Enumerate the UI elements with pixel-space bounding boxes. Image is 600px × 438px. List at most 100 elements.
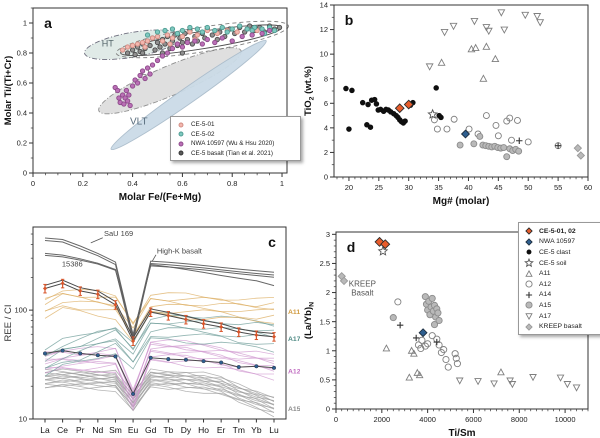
svg-text:a: a [44,15,52,31]
svg-text:Tm: Tm [233,425,245,435]
svg-text:A15: A15 [288,406,300,413]
svg-text:Pr: Pr [76,425,85,435]
svg-text:2: 2 [326,288,330,297]
svg-text:Er: Er [217,425,226,435]
plus-marker-icon [525,291,533,298]
svg-text:12: 12 [320,25,328,34]
svg-text:0: 0 [334,415,338,424]
svg-text:1.5: 1.5 [320,317,330,326]
svg-text:0.2: 0.2 [17,139,27,148]
panel-c-ree-spider: 10 100 La Ce Pr Nd Sm Eu Gd Tb Dy Ho Er Tm Yb Lu REE / C… [0,219,300,438]
panel-a-ti-cr-vs-fe-mg: HT LT VLT 0 0.2 0.4 0.6 0.8 1 0 0.2 0.4 0.6 0.8 1 Molar… [0,0,301,219]
svg-text:2000: 2000 [373,415,390,424]
svg-text:Ho: Ho [198,425,209,435]
legend-entry: CE-5-02 [175,130,296,140]
svg-text:Eu: Eu [128,425,139,435]
circle-fill-marker-icon [525,301,533,310]
legend-label: CE-5 basalt (Tian et al. 2021) [191,149,274,157]
series-ce-5-01-02 [394,99,414,114]
svg-text:3: 3 [326,230,330,239]
svg-text:Mg# (molar): Mg# (molar) [433,196,490,207]
legend-label: A14 [539,291,552,299]
legend-entry: CE-5 basalt (Tian et al. 2021) [175,149,296,159]
series-kreep-basalt [337,272,349,286]
svg-text:Molar Ti/(Ti+Cr): Molar Ti/(Ti+Cr) [3,56,14,126]
svg-text:Nd: Nd [92,425,103,435]
legend-label: NWA 10597 [539,238,576,246]
series-ce-5-clast [343,85,444,132]
legend-label: A15 [539,301,552,309]
legend-label: KREEP basalt [539,323,582,331]
svg-text:50: 50 [524,183,532,192]
svg-text:0.6: 0.6 [177,179,187,188]
svg-text:REE / CI: REE / CI [3,305,14,342]
series-a11 [382,344,505,381]
series-a12 [394,298,461,371]
legend-entry: A14 [523,290,600,301]
series-ce-5-soil [427,108,439,119]
svg-text:Molar Fe/(Fe+Mg): Molar Fe/(Fe+Mg) [119,192,202,203]
svg-text:40: 40 [464,183,472,192]
svg-text:c: c [268,234,276,250]
svg-text:Gd: Gd [145,425,157,435]
svg-text:10: 10 [320,50,328,59]
panel-d-layb-vs-tism: 0 2000 4000 6000 8000 10000 0 0.5 1 1.5 2 2.5 3 Ti/Sm… [300,219,600,438]
chart-a-canvas: HT LT VLT 0 0.2 0.4 0.6 0.8 1 0 0.2 0.4 0.6 0.8 1 Molar… [3,7,289,203]
tri-down-marker-icon [525,313,533,321]
svg-text:10: 10 [19,415,27,424]
svg-text:55: 55 [554,183,562,192]
legend-entry: KREEP basalt [523,321,600,332]
diamond-marker-icon [525,227,533,236]
svg-text:8000: 8000 [511,415,528,424]
svg-text:0.5: 0.5 [320,375,330,384]
series-a14 [396,321,440,346]
svg-text:Lu: Lu [269,425,279,435]
series-a15 [389,293,443,329]
legend-label: CE-5 soil [539,259,567,267]
series-nwa-10597-wu-hsu-2020- [112,27,273,109]
legend-label: A12 [539,280,552,288]
svg-text:4000: 4000 [419,415,436,424]
svg-text:45: 45 [494,183,502,192]
svg-text:Tb: Tb [163,425,173,435]
svg-text:4: 4 [324,123,328,132]
circle-open-marker-icon [525,280,533,288]
svg-text:2.5: 2.5 [320,259,330,268]
svg-text:30: 30 [405,183,413,192]
legend-entry: CE-5-01, 02 [523,226,600,237]
series-a15 [456,133,523,161]
legend-entry: CE-5 soil [523,258,600,269]
legend-entry: A11 [523,268,600,279]
svg-text:0.4: 0.4 [17,109,27,118]
legend-entry: NWA 10597 (Wu & Hsu 2020) [175,139,296,149]
svg-text:Sm: Sm [109,425,122,435]
svg-text:10000: 10000 [555,415,576,424]
diamond-marker-icon [525,238,533,246]
svg-text:1: 1 [280,179,284,188]
legend-entry: A12 [523,279,600,290]
svg-text:0: 0 [23,169,27,178]
svg-text:6000: 6000 [465,415,482,424]
chart-c-canvas: 10 100 La Ce Pr Nd Sm Eu Gd Tb Dy Ho Er Tm Yb Lu REE / C… [3,226,300,435]
svg-text:100: 100 [14,306,27,315]
legend-label: CE-5 clast [539,248,571,256]
svg-text:Ce: Ce [57,425,68,435]
legend-label: CE-5-01 [191,121,215,129]
svg-text:0: 0 [324,173,328,182]
series-kreep-basalt [573,143,586,160]
svg-text:1: 1 [23,19,27,28]
series-ce-5-soil [377,245,389,256]
series-a11 [437,42,500,82]
svg-text:0: 0 [31,179,35,188]
svg-text:A12: A12 [288,369,300,376]
svg-text:0.6: 0.6 [17,79,27,88]
svg-text:35: 35 [434,183,442,192]
svg-text:SaU 169: SaU 169 [104,229,133,238]
svg-text:La: La [40,425,50,435]
legend-entry: CE-5-01 [175,120,296,130]
svg-text:(La/Yb)N: (La/Yb)N [303,302,316,339]
svg-text:0.2: 0.2 [78,179,88,188]
svg-text:0: 0 [326,405,330,414]
